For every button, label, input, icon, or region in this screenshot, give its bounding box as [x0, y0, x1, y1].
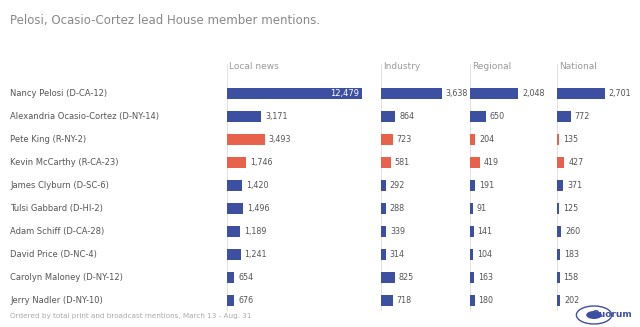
Text: David Price (D-NC-4): David Price (D-NC-4) [10, 250, 97, 259]
Bar [557, 88, 605, 99]
Bar [227, 295, 234, 306]
Text: 419: 419 [484, 158, 499, 167]
Circle shape [586, 311, 602, 319]
Text: 772: 772 [574, 112, 589, 121]
Bar [381, 134, 393, 145]
Bar [470, 249, 473, 260]
Text: 292: 292 [390, 181, 405, 190]
Text: 371: 371 [567, 181, 582, 190]
Text: Pelosi, Ocasio-Cortez lead House member mentions.: Pelosi, Ocasio-Cortez lead House member … [10, 14, 320, 27]
Bar [557, 134, 559, 145]
Text: Jerry Nadler (D-NY-10): Jerry Nadler (D-NY-10) [10, 296, 103, 305]
Bar [381, 249, 386, 260]
Bar [381, 295, 393, 306]
Text: 104: 104 [477, 250, 492, 259]
Bar [557, 295, 561, 306]
Text: 12,479: 12,479 [330, 89, 359, 98]
Text: Kevin McCarthy (R-CA-23): Kevin McCarthy (R-CA-23) [10, 158, 118, 167]
Text: 3,493: 3,493 [269, 135, 291, 144]
Bar [470, 272, 474, 283]
Text: 718: 718 [397, 296, 412, 305]
Text: 260: 260 [565, 227, 580, 236]
Text: Nancy Pelosi (D-CA-12): Nancy Pelosi (D-CA-12) [10, 89, 107, 98]
Text: 1,241: 1,241 [244, 250, 267, 259]
Text: 202: 202 [564, 296, 579, 305]
Bar [381, 157, 390, 168]
Bar [557, 226, 561, 237]
Text: 135: 135 [563, 135, 578, 144]
Text: 191: 191 [479, 181, 494, 190]
Text: 183: 183 [564, 250, 579, 259]
Bar [470, 295, 475, 306]
Bar [227, 203, 243, 214]
Text: Ordered by total print and broadcast mentions, March 13 - Aug. 31: Ordered by total print and broadcast men… [10, 313, 252, 319]
Bar [557, 203, 559, 214]
Text: Alexandria Ocasio-Cortez (D-NY-14): Alexandria Ocasio-Cortez (D-NY-14) [10, 112, 159, 121]
Bar [381, 111, 396, 122]
Text: 427: 427 [568, 158, 584, 167]
Bar [227, 88, 362, 99]
Text: 1,496: 1,496 [247, 204, 269, 213]
Bar [470, 111, 486, 122]
Bar [381, 272, 395, 283]
Text: 825: 825 [399, 273, 413, 282]
Text: Local news: Local news [229, 62, 279, 71]
Bar [227, 134, 265, 145]
Bar [557, 157, 564, 168]
Text: 125: 125 [563, 204, 578, 213]
Text: 864: 864 [399, 112, 414, 121]
Bar [227, 272, 234, 283]
Text: Tulsi Gabbard (D-HI-2): Tulsi Gabbard (D-HI-2) [10, 204, 103, 213]
Bar [227, 180, 243, 191]
Text: 1,746: 1,746 [250, 158, 273, 167]
Bar [470, 180, 475, 191]
Text: 180: 180 [479, 296, 493, 305]
Bar [557, 180, 563, 191]
Text: 3,171: 3,171 [265, 112, 288, 121]
Text: 581: 581 [394, 158, 410, 167]
Text: 204: 204 [479, 135, 494, 144]
Text: 2,701: 2,701 [609, 89, 631, 98]
Bar [470, 88, 518, 99]
Bar [470, 157, 480, 168]
Text: National: National [559, 62, 596, 71]
Bar [381, 226, 387, 237]
Text: Quorum: Quorum [591, 310, 632, 319]
Bar [381, 203, 386, 214]
Text: Carolyn Maloney (D-NY-12): Carolyn Maloney (D-NY-12) [10, 273, 123, 282]
Text: 2,048: 2,048 [522, 89, 545, 98]
Text: 1,189: 1,189 [244, 227, 266, 236]
Bar [381, 180, 386, 191]
Text: 723: 723 [397, 135, 412, 144]
Bar [557, 249, 560, 260]
Text: Regional: Regional [472, 62, 511, 71]
Bar [227, 157, 246, 168]
Text: 158: 158 [563, 273, 579, 282]
Text: James Clyburn (D-SC-6): James Clyburn (D-SC-6) [10, 181, 109, 190]
Bar [227, 226, 240, 237]
Bar [381, 88, 442, 99]
Text: 1,420: 1,420 [246, 181, 269, 190]
Text: 654: 654 [238, 273, 253, 282]
Bar [470, 134, 475, 145]
Text: 163: 163 [478, 273, 493, 282]
Text: Industry: Industry [383, 62, 420, 71]
Text: 676: 676 [238, 296, 253, 305]
Text: 314: 314 [390, 250, 405, 259]
Text: 288: 288 [390, 204, 404, 213]
Text: Pete King (R-NY-2): Pete King (R-NY-2) [10, 135, 86, 144]
Bar [227, 111, 261, 122]
Text: 339: 339 [390, 227, 405, 236]
Text: Adam Schiff (D-CA-28): Adam Schiff (D-CA-28) [10, 227, 104, 236]
Text: 91: 91 [476, 204, 486, 213]
Text: 141: 141 [477, 227, 493, 236]
Text: 650: 650 [490, 112, 504, 121]
Text: 3,638: 3,638 [445, 89, 468, 98]
Bar [557, 111, 570, 122]
Bar [470, 203, 472, 214]
Bar [470, 226, 474, 237]
Bar [227, 249, 241, 260]
Bar [557, 272, 559, 283]
